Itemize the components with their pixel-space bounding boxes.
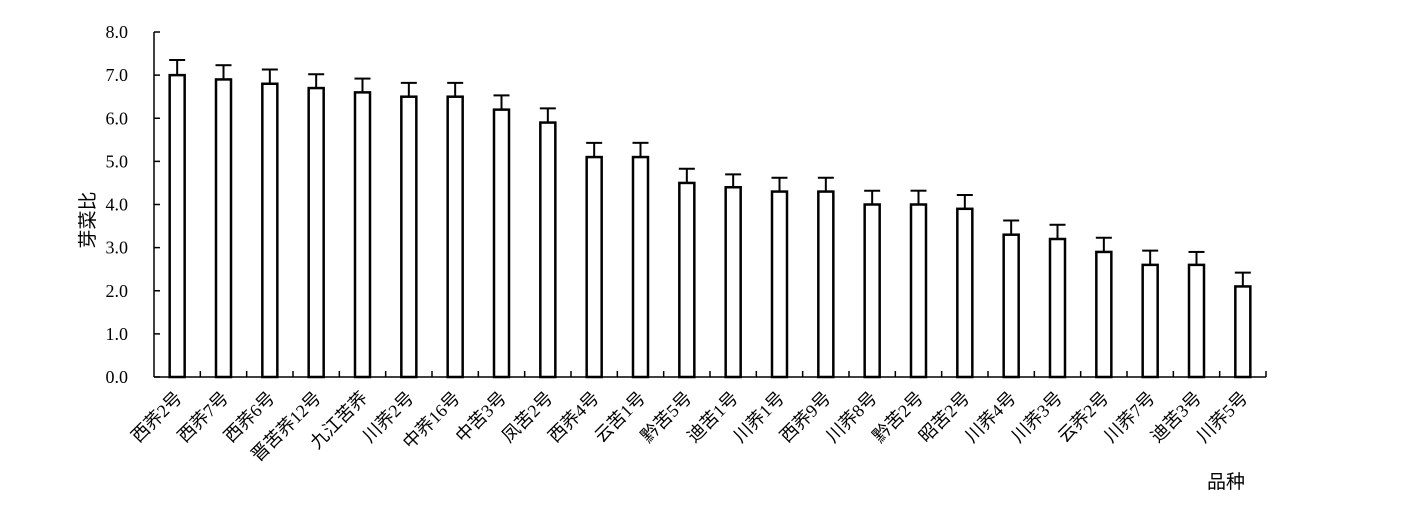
error-bar [215,64,232,80]
error-bar [817,176,834,192]
error-bar [1003,219,1020,235]
x-category-label: 西荞2号 [127,388,186,447]
bar [678,181,696,379]
bar [770,190,789,379]
x-category-label: 迪苦3号 [1147,388,1206,447]
x-category-label: 迪苦1号 [683,388,742,447]
bar [353,91,372,379]
bar [261,82,279,379]
bar [1002,233,1020,379]
y-tick-label: 1.0 [106,324,129,344]
bar [539,121,557,379]
bar [1187,263,1206,379]
x-category-label: 云荞2号 [1054,388,1113,447]
error-bar [864,189,881,205]
error-bar [1095,236,1112,252]
x-category-label: 云苦1号 [591,388,650,447]
error-bar [1188,250,1205,265]
error-bar [169,59,186,76]
error-bar [539,107,556,123]
error-bar [910,189,927,205]
x-category-label: 昭苦2号 [915,388,974,447]
bar [817,190,835,379]
x-category-label: 西荞4号 [544,388,603,447]
error-bar [771,176,788,192]
category-labels: 西荞2号西荞7号西荞6号晋苦荞12号九江苦荞川荞2号中荞16号中苦3号凤苦2号西… [127,388,1251,466]
y-tick-label: 6.0 [106,108,129,128]
error-bar [493,94,510,110]
y-axis-title: 芽菜比 [77,191,99,248]
x-category-label: 川荞8号 [822,388,881,447]
bar [1234,285,1252,379]
bar [214,78,233,379]
x-category-label: 西荞9号 [776,388,835,447]
y-tick-label: 8.0 [106,22,129,42]
bars [168,73,1252,379]
y-ticks: 0.0 1.0 2.0 3.0 4.0 5.0 6.0 7.0 8.0 [106,22,160,387]
error-bar [1049,223,1066,239]
x-category-label: 川荞7号 [1100,388,1159,447]
x-ticks [199,371,1267,377]
bar [168,73,186,379]
bar [307,86,325,379]
x-category-label: 川荞4号 [961,388,1020,447]
y-tick-label: 0.0 [106,367,129,387]
error-bar [1142,249,1159,265]
x-category-label: 黔苦2号 [869,388,928,447]
y-tick-label: 3.0 [106,238,129,258]
y-tick-label: 7.0 [106,65,129,85]
error-bars [169,59,1251,287]
x-category-label: 中苦3号 [452,388,511,447]
bar [631,155,650,379]
error-bar [632,141,649,158]
x-axis-title: 品种 [1207,471,1245,493]
y-tick-label: 5.0 [106,151,129,171]
x-category-label: 黔苦5号 [637,388,696,447]
error-bar [354,77,371,93]
bar [446,95,464,379]
x-category-label: 川荞5号 [1193,388,1252,447]
bar [492,108,511,379]
x-category-label: 西荞7号 [174,388,233,447]
y-tick-label: 2.0 [106,281,129,301]
error-bar [725,173,742,188]
x-category-label: 川荞1号 [730,388,789,447]
bar [1095,250,1113,379]
bar [909,203,928,379]
bar [585,155,603,379]
bar [724,186,742,379]
error-bar [261,68,278,84]
bar [863,203,881,379]
bar [1048,237,1067,379]
x-category-label: 凤苦2号 [498,388,557,447]
bar [400,95,418,379]
y-tick-label: 4.0 [106,195,129,215]
error-bar [1234,271,1251,287]
bar [956,207,974,379]
error-bar [586,141,603,158]
error-bar [400,81,417,97]
x-category-label: 川荞3号 [1008,388,1067,447]
error-bar [678,167,695,183]
error-bar [956,194,973,209]
bar [1141,263,1159,379]
error-bar [308,73,325,89]
error-bar [447,81,464,97]
